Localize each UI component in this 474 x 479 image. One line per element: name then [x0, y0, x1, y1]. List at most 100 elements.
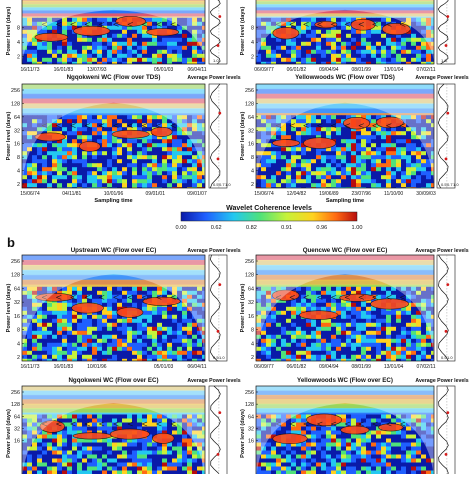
y-tick-label: 64	[14, 286, 20, 292]
heatmap-cell	[346, 167, 351, 171]
heatmap-cell	[346, 143, 351, 147]
heatmap-cell	[177, 163, 182, 167]
heatmap-cell	[326, 58, 331, 62]
heatmap-cell	[37, 143, 42, 147]
heatmap-cell	[152, 423, 157, 427]
heatmap-cell	[271, 163, 276, 167]
heatmap-cell	[381, 291, 386, 295]
heatmap-cell	[326, 295, 331, 299]
heatmap-cell	[351, 303, 356, 307]
heatmap-cell	[112, 54, 117, 58]
heatmap-cell	[152, 343, 157, 347]
heatmap-cell	[52, 167, 57, 171]
heatmap-cell	[182, 171, 187, 175]
heatmap-cell	[316, 291, 321, 295]
heatmap-cell	[147, 335, 152, 339]
heatmap-cell	[142, 119, 147, 123]
heatmap-cell	[391, 335, 396, 339]
heatmap-cell	[192, 54, 197, 58]
heatmap-cell	[57, 327, 62, 331]
heatmap-cell	[346, 327, 351, 331]
heatmap-cell	[92, 455, 97, 459]
heatmap-cell	[401, 343, 406, 347]
heatmap-cell	[187, 151, 192, 155]
heatmap-cell	[346, 175, 351, 179]
heatmap-cell	[386, 323, 391, 327]
y-tick-label: 2	[251, 55, 254, 61]
heatmap-cell	[351, 46, 356, 50]
heatmap-cell	[381, 447, 386, 451]
heatmap-cell	[286, 131, 291, 135]
heatmap-cell	[301, 38, 306, 42]
heatmap-cell	[102, 343, 107, 347]
heatmap-cell	[286, 163, 291, 167]
heatmap-cell	[421, 159, 426, 163]
heatmap-cell	[92, 38, 97, 42]
heatmap-cell	[371, 291, 376, 295]
heatmap-cell	[167, 163, 172, 167]
heatmap-cell	[67, 467, 72, 471]
heatmap-cell	[57, 435, 62, 439]
heatmap-cell	[117, 291, 122, 295]
heatmap-cell	[182, 307, 187, 311]
heatmap-cell	[296, 127, 301, 131]
heatmap-cell	[356, 50, 361, 54]
heatmap-cell	[122, 303, 127, 307]
heatmap-cell	[142, 347, 147, 351]
heatmap-cell	[62, 315, 67, 319]
heatmap-cell	[426, 351, 431, 355]
heatmap-cell	[42, 339, 47, 343]
heatmap-cell	[271, 339, 276, 343]
heatmap-cell	[351, 319, 356, 323]
y-tick-label: 4	[251, 40, 254, 46]
heatmap-cell	[411, 159, 416, 163]
heatmap-cell	[147, 163, 152, 167]
heatmap-cell	[52, 347, 57, 351]
heatmap-cell	[67, 463, 72, 467]
heatmap-cell	[406, 139, 411, 143]
heatmap-cell	[266, 183, 271, 187]
heatmap-cell	[371, 287, 376, 291]
heatmap-cell	[396, 323, 401, 327]
heatmap-cell	[386, 175, 391, 179]
heatmap-cell	[356, 327, 361, 331]
heatmap-cell	[72, 34, 77, 38]
x-tick-label: 10/01/96	[104, 191, 124, 197]
heatmap-cell	[107, 319, 112, 323]
heatmap-cell	[371, 147, 376, 151]
heatmap-cell	[177, 435, 182, 439]
heatmap-cell	[192, 455, 197, 459]
heatmap-cell	[112, 163, 117, 167]
heatmap-cell	[72, 131, 77, 135]
heatmap-cell	[87, 179, 92, 183]
heatmap-cell	[371, 135, 376, 139]
heatmap-cell	[351, 311, 356, 315]
heatmap-cell	[346, 147, 351, 151]
heatmap-cell	[331, 42, 336, 46]
heatmap-cell	[137, 331, 142, 335]
heatmap-cell	[107, 155, 112, 159]
heatmap-cell	[107, 179, 112, 183]
heatmap-cell	[386, 143, 391, 147]
heatmap-cell	[356, 435, 361, 439]
heatmap-cell	[311, 331, 316, 335]
heatmap-cell	[321, 30, 326, 34]
heatmap-cell	[132, 139, 137, 143]
heatmap-cell	[127, 459, 132, 463]
heatmap-cell	[376, 311, 381, 315]
heatmap-cell	[416, 327, 421, 331]
heatmap-cell	[371, 315, 376, 319]
heatmap-cell	[92, 343, 97, 347]
heatmap-cell	[311, 54, 316, 58]
heatmap-cell	[371, 54, 376, 58]
heatmap-cell	[92, 415, 97, 419]
heatmap-cell	[147, 171, 152, 175]
heatmap-cell	[396, 343, 401, 347]
heatmap-cell	[92, 46, 97, 50]
heatmap-cell	[326, 183, 331, 187]
heatmap-cell	[72, 331, 77, 335]
power-tick-label: 1.0	[213, 58, 219, 63]
heatmap-cell	[286, 319, 291, 323]
heatmap-cell	[346, 331, 351, 335]
y-axis-label: Power level (days)	[240, 111, 246, 160]
